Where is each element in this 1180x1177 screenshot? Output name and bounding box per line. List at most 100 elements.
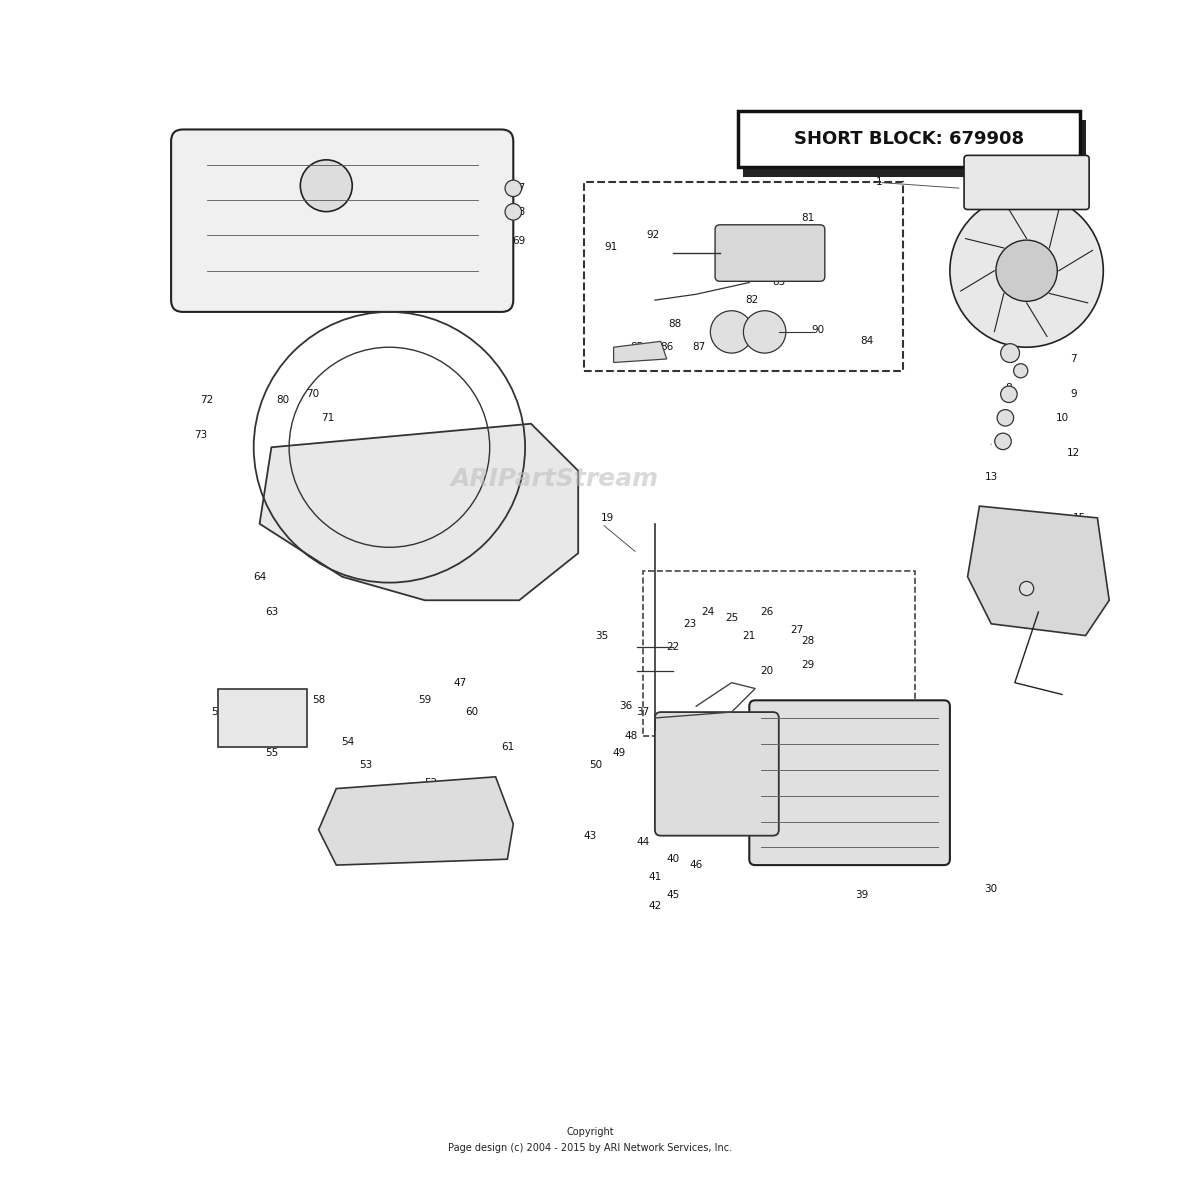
Text: 15: 15 [1073, 513, 1087, 523]
Text: ARIPartStream: ARIPartStream [451, 467, 658, 491]
Text: 63: 63 [264, 607, 278, 617]
Text: 47: 47 [453, 678, 467, 687]
Text: 79: 79 [182, 207, 196, 217]
Circle shape [505, 204, 522, 220]
Text: 44: 44 [636, 837, 650, 846]
Polygon shape [260, 424, 578, 600]
Text: 19: 19 [601, 513, 615, 523]
Text: 35: 35 [595, 631, 609, 640]
Text: 61: 61 [500, 743, 514, 752]
Text: 27: 27 [789, 625, 804, 634]
Text: 50: 50 [589, 760, 603, 770]
Text: 73: 73 [194, 431, 208, 440]
Text: 43: 43 [583, 831, 597, 840]
Circle shape [997, 410, 1014, 426]
Text: 77: 77 [199, 148, 214, 158]
Text: 83: 83 [772, 278, 786, 287]
Text: 8: 8 [1005, 384, 1012, 393]
Text: 80: 80 [276, 395, 290, 405]
Text: 76: 76 [359, 142, 373, 152]
Text: 71: 71 [321, 413, 335, 423]
Text: 48: 48 [624, 731, 638, 740]
Text: 65: 65 [382, 478, 396, 487]
Text: 11: 11 [996, 413, 1010, 423]
Circle shape [1001, 344, 1020, 363]
Text: 86: 86 [660, 343, 674, 352]
FancyBboxPatch shape [743, 120, 1086, 177]
Text: 38: 38 [736, 802, 750, 811]
Text: 88: 88 [668, 319, 682, 328]
Circle shape [996, 240, 1057, 301]
Text: 49: 49 [612, 749, 627, 758]
Text: 42: 42 [648, 902, 662, 911]
Text: 92: 92 [645, 231, 660, 240]
Text: 52: 52 [424, 778, 438, 787]
Text: 69: 69 [512, 237, 526, 246]
Text: 21: 21 [742, 631, 756, 640]
Text: 72: 72 [199, 395, 214, 405]
Text: 87: 87 [691, 343, 706, 352]
FancyBboxPatch shape [655, 712, 779, 836]
Text: 17: 17 [1073, 548, 1087, 558]
Text: 2: 2 [1053, 195, 1060, 205]
Text: 37: 37 [636, 707, 650, 717]
Text: 4: 4 [999, 166, 1007, 175]
Text: 1: 1 [876, 178, 883, 187]
Text: 18: 18 [1061, 578, 1075, 587]
Circle shape [995, 433, 1011, 450]
Circle shape [1001, 386, 1017, 403]
Text: 90: 90 [811, 325, 825, 334]
Text: 16: 16 [1025, 607, 1040, 617]
Text: 59: 59 [418, 696, 432, 705]
Polygon shape [319, 777, 513, 865]
Text: 53: 53 [359, 760, 373, 770]
Text: 78: 78 [424, 166, 438, 175]
Text: Page design (c) 2004 - 2015 by ARI Network Services, Inc.: Page design (c) 2004 - 2015 by ARI Netwo… [448, 1143, 732, 1152]
Text: 9: 9 [1070, 390, 1077, 399]
Text: 66: 66 [483, 472, 497, 481]
Text: SHORT BLOCK: 679908: SHORT BLOCK: 679908 [793, 129, 1024, 148]
Circle shape [950, 194, 1103, 347]
Text: 3: 3 [1082, 301, 1089, 311]
Circle shape [301, 160, 352, 212]
Text: 13: 13 [984, 472, 998, 481]
Text: 56: 56 [229, 725, 243, 734]
Text: 58: 58 [312, 696, 326, 705]
Text: 39: 39 [854, 890, 868, 899]
Text: 31: 31 [937, 843, 951, 852]
Text: 91: 91 [604, 242, 618, 252]
Text: 64: 64 [253, 572, 267, 581]
Text: 81: 81 [801, 213, 815, 222]
Bar [218, 689, 307, 747]
Text: 40: 40 [666, 855, 680, 864]
Text: 26: 26 [760, 607, 774, 617]
Text: Copyright: Copyright [566, 1128, 614, 1137]
Text: 67: 67 [512, 184, 526, 193]
FancyBboxPatch shape [749, 700, 950, 865]
Bar [584, 182, 903, 371]
Text: 89: 89 [736, 319, 750, 328]
Text: 54: 54 [341, 737, 355, 746]
Text: 45: 45 [666, 890, 680, 899]
Text: 57: 57 [211, 707, 225, 717]
Bar [643, 571, 914, 736]
Text: 24: 24 [701, 607, 715, 617]
Text: 23: 23 [683, 619, 697, 629]
Circle shape [743, 311, 786, 353]
Text: 7: 7 [1070, 354, 1077, 364]
Circle shape [1014, 364, 1028, 378]
Text: 20: 20 [760, 666, 774, 676]
Circle shape [505, 180, 522, 197]
Text: 33: 33 [772, 719, 786, 729]
Text: 75: 75 [276, 295, 290, 305]
Text: 68: 68 [512, 207, 526, 217]
Text: 36: 36 [618, 701, 632, 711]
Text: 46: 46 [689, 860, 703, 870]
Text: 60: 60 [465, 707, 479, 717]
Text: 74: 74 [394, 295, 408, 305]
Text: 70: 70 [306, 390, 320, 399]
FancyBboxPatch shape [738, 111, 1080, 167]
Text: 12: 12 [1067, 448, 1081, 458]
Text: 85: 85 [630, 343, 644, 352]
Text: 82: 82 [745, 295, 759, 305]
